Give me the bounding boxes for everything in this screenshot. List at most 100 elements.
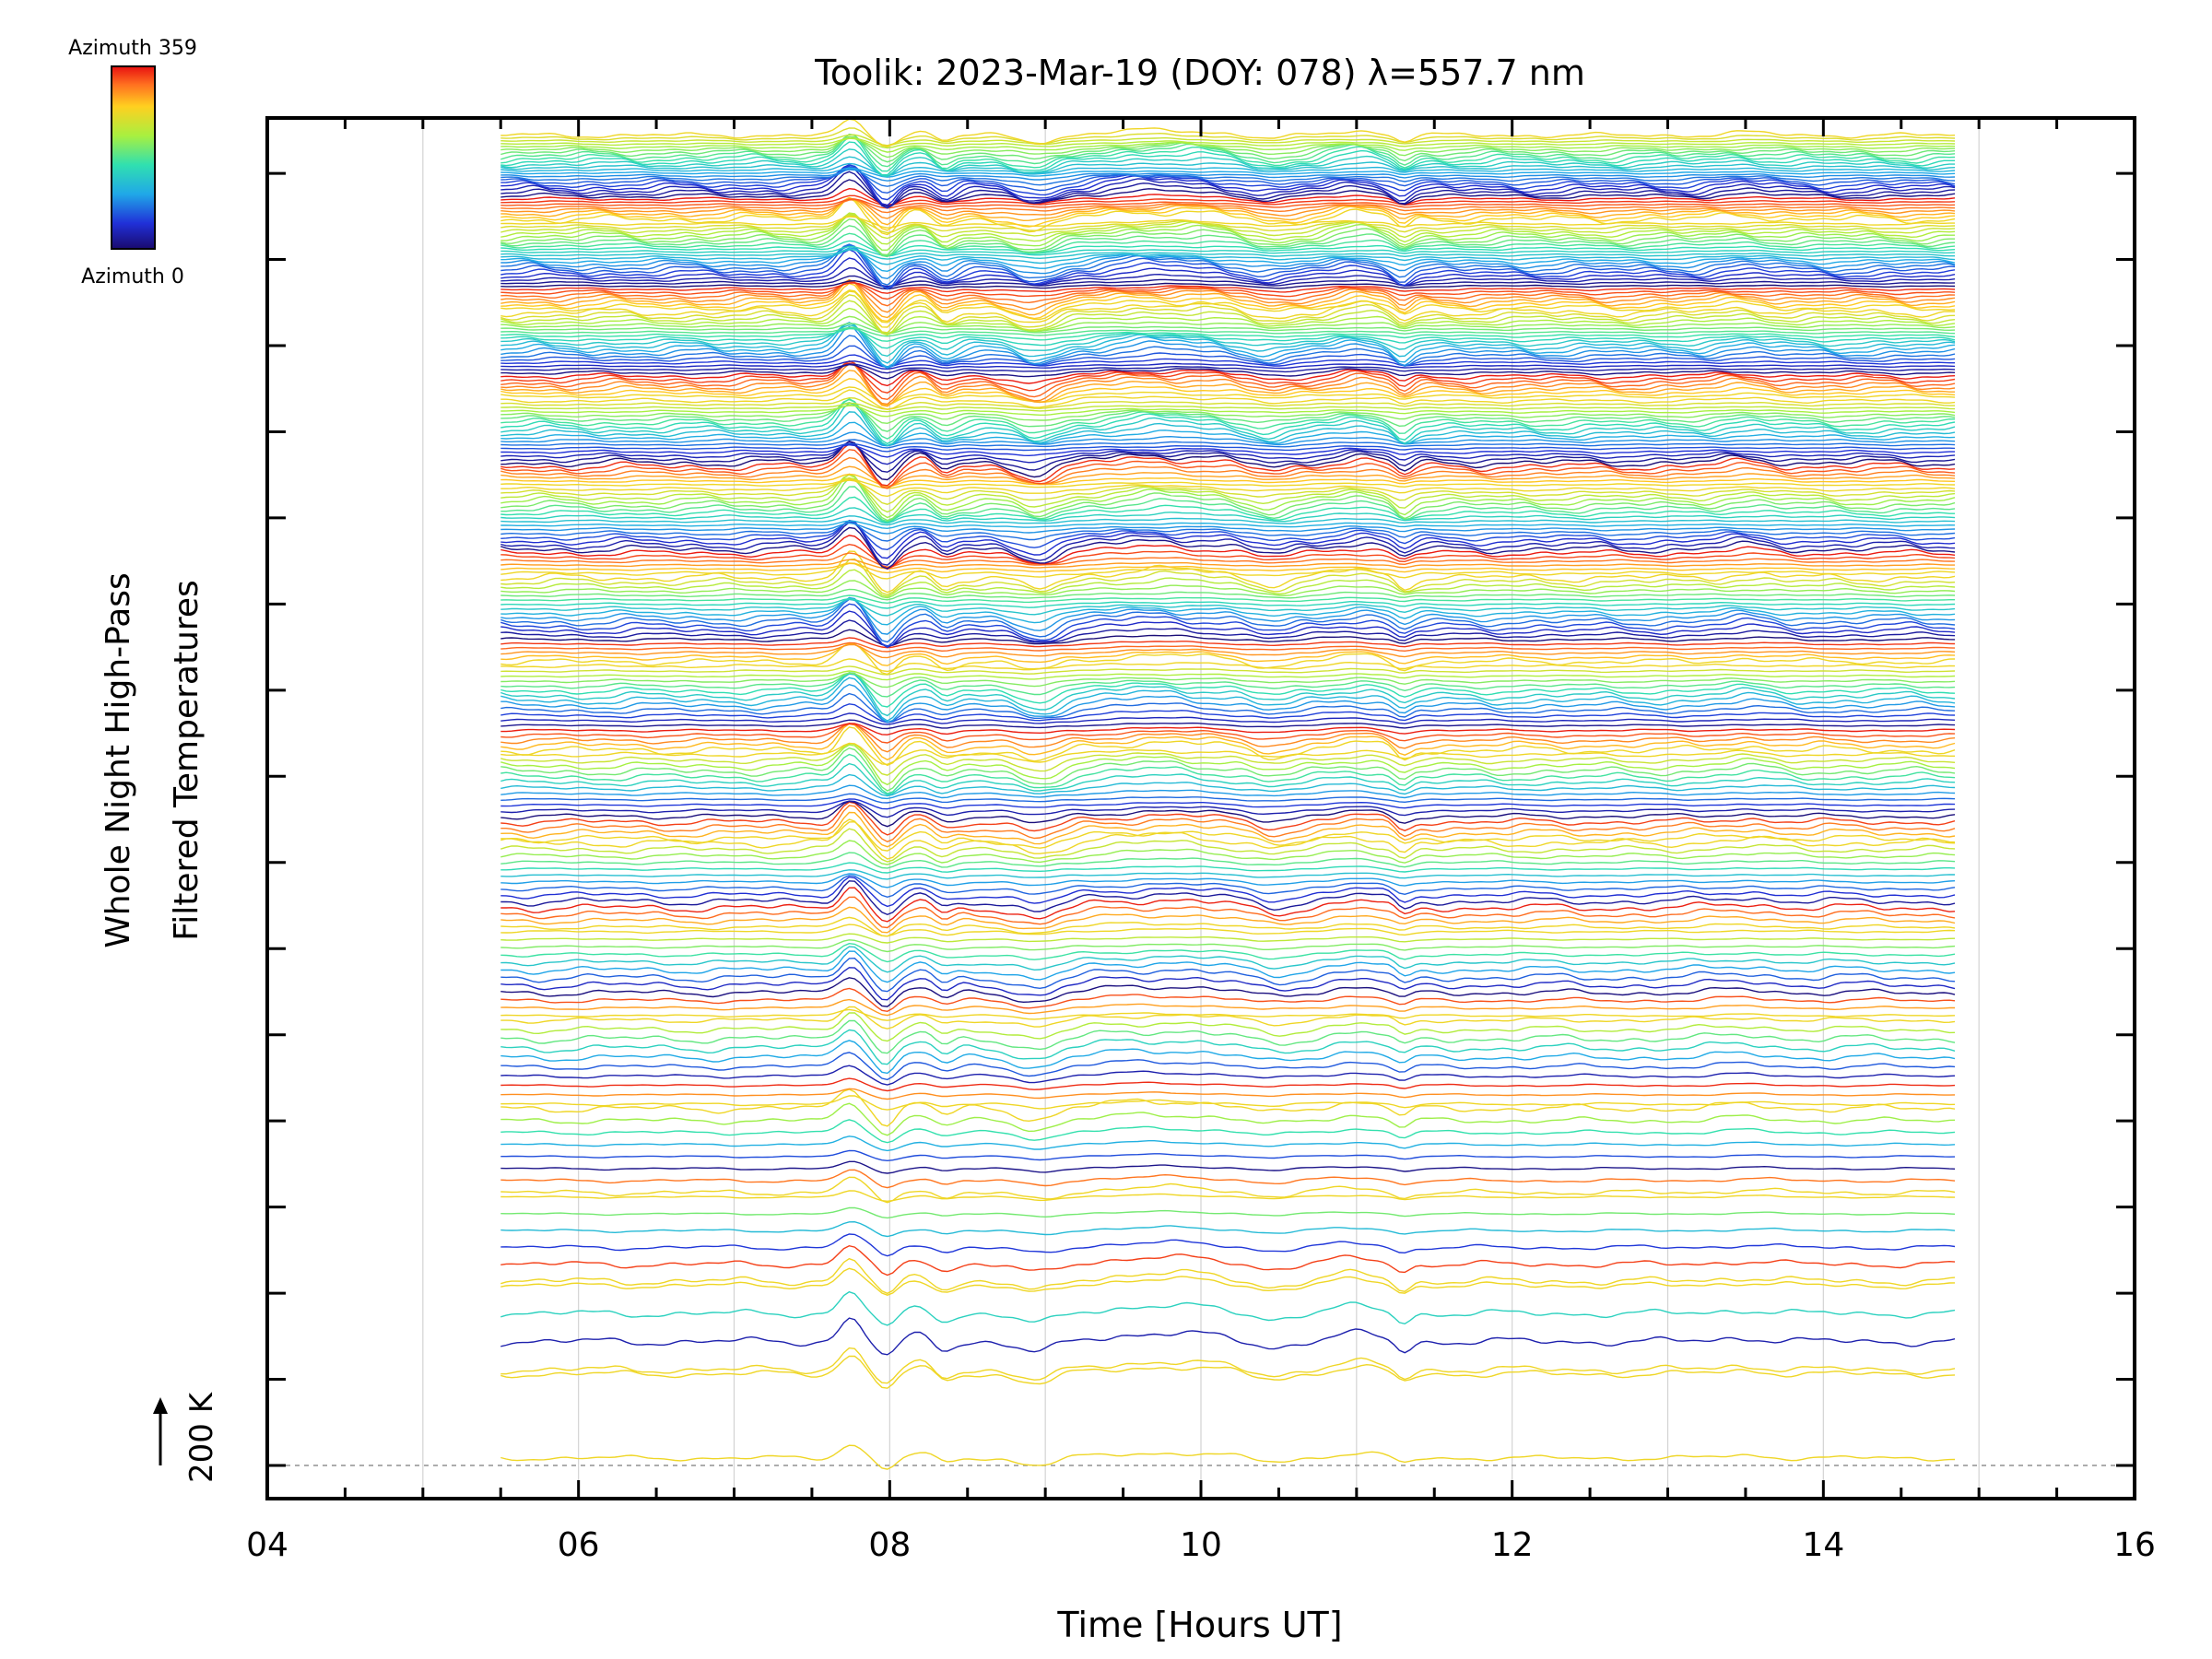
arrow-up-icon <box>153 1397 168 1414</box>
azimuth-trace <box>500 793 1956 804</box>
azimuth-trace <box>500 479 1956 498</box>
azimuth-trace <box>500 360 1956 394</box>
azimuth-trace <box>500 198 1956 219</box>
azimuth-trace <box>500 280 1956 307</box>
azimuth-trace <box>500 439 1956 449</box>
azimuth-trace <box>500 411 1956 447</box>
azimuth-trace <box>500 212 1956 245</box>
azimuth-trace <box>500 245 1956 257</box>
azimuth-trace <box>500 1040 1956 1075</box>
azimuth-trace <box>500 477 1956 522</box>
azimuth-trace <box>500 244 1956 280</box>
azimuth-trace <box>500 225 1956 258</box>
x-tick-label: 14 <box>1802 1526 1844 1564</box>
azimuth-trace <box>500 477 1956 505</box>
colorbar-bottom-label: Azimuth 0 <box>81 265 184 288</box>
azimuth-trace <box>500 354 1955 368</box>
azimuth-trace <box>500 800 1956 828</box>
azimuth-trace <box>500 198 1956 214</box>
azimuth-trace <box>500 580 1956 599</box>
x-tick-label: 08 <box>868 1526 911 1564</box>
azimuth-trace <box>500 562 1956 574</box>
azimuth-trace <box>500 168 1956 187</box>
azimuth-trace <box>500 179 1956 207</box>
azimuth-trace <box>500 137 1956 149</box>
x-tick-label: 16 <box>2113 1526 2156 1564</box>
azimuth-trace <box>500 1160 1956 1174</box>
azimuth-trace <box>500 282 1956 300</box>
azimuth-trace <box>500 137 1956 153</box>
azimuth-trace <box>500 249 1956 290</box>
azimuth-trace <box>500 906 1956 934</box>
azimuth-trace <box>500 677 1956 722</box>
azimuth-trace <box>500 840 1956 865</box>
azimuth-trace <box>500 279 1956 290</box>
azimuth-trace <box>500 166 1956 194</box>
azimuth-trace <box>500 1029 1956 1065</box>
azimuth-trace <box>500 141 1955 176</box>
azimuth-trace <box>500 552 1956 568</box>
azimuth-trace <box>500 127 1956 147</box>
azimuth-trace <box>500 232 1956 257</box>
azimuth-trace <box>500 398 1956 440</box>
azimuth-trace <box>500 811 1956 848</box>
azimuth-trace <box>500 887 1956 923</box>
azimuth-trace <box>500 753 1956 794</box>
azimuth-trace <box>500 598 1956 643</box>
azimuth-trace <box>500 1065 1956 1086</box>
azimuth-trace <box>500 240 1956 256</box>
x-tick-labels: 04 06 08 10 12 14 16 <box>246 1526 2156 1564</box>
azimuth-trace <box>500 324 1956 358</box>
azimuth-trace <box>500 977 1956 1007</box>
azimuth-trace <box>500 396 1955 410</box>
y-axis-label-line2: Filtered Temperatures <box>168 580 206 941</box>
azimuth-trace <box>500 378 1956 407</box>
azimuth-trace <box>500 1008 1956 1021</box>
azimuth-trace <box>500 880 1956 916</box>
azimuth-trace <box>500 456 1956 489</box>
azimuth-trace <box>500 594 1955 605</box>
x-tick-label: 04 <box>246 1526 288 1564</box>
azimuth-trace <box>500 1135 1956 1152</box>
azimuth-trace <box>500 442 1956 453</box>
azimuth-trace <box>500 1019 1956 1054</box>
azimuth-trace <box>500 522 1956 566</box>
azimuth-trace <box>500 773 1956 797</box>
azimuth-trace <box>500 465 1956 488</box>
azimuth-trace <box>500 950 1956 983</box>
azimuth-trace <box>500 187 1956 206</box>
azimuth-trace <box>500 692 1956 724</box>
azimuth-trace <box>500 526 1956 570</box>
azimuth-trace <box>500 370 1955 407</box>
azimuth-trace <box>500 744 1956 786</box>
azimuth-trace <box>500 441 1956 473</box>
azimuth-trace <box>500 402 1956 413</box>
azimuth-trace <box>500 474 1956 513</box>
azimuth-trace <box>500 248 1955 260</box>
azimuth-trace <box>500 896 1956 929</box>
azimuth-trace <box>500 762 1956 795</box>
azimuth-trace <box>500 818 1956 860</box>
azimuth-trace <box>500 363 1956 380</box>
azimuth-trace <box>500 442 1956 487</box>
azimuth-trace <box>500 197 1956 226</box>
azimuth-trace <box>500 1355 1956 1389</box>
y-axis-label-line1: Whole Night High-Pass <box>100 572 137 948</box>
azimuth-trace <box>500 323 1956 335</box>
azimuth-trace <box>500 216 1955 229</box>
azimuth-trace <box>500 800 1956 818</box>
azimuth-trace <box>500 597 1956 609</box>
scale-indicator: 200 K <box>153 1391 220 1483</box>
azimuth-trace <box>500 363 1956 406</box>
azimuth-trace <box>500 266 1956 288</box>
azimuth-trace <box>500 712 1956 725</box>
azimuth-trace <box>500 559 1955 570</box>
azimuth-trace <box>500 703 1956 724</box>
azimuth-trace <box>500 294 1956 334</box>
azimuth-trace <box>500 198 1956 209</box>
azimuth-trace <box>500 496 1955 524</box>
azimuth-trace <box>500 326 1956 337</box>
azimuth-trace <box>500 723 1956 735</box>
azimuth-trace <box>500 719 1956 730</box>
azimuth-trace <box>500 282 1956 323</box>
